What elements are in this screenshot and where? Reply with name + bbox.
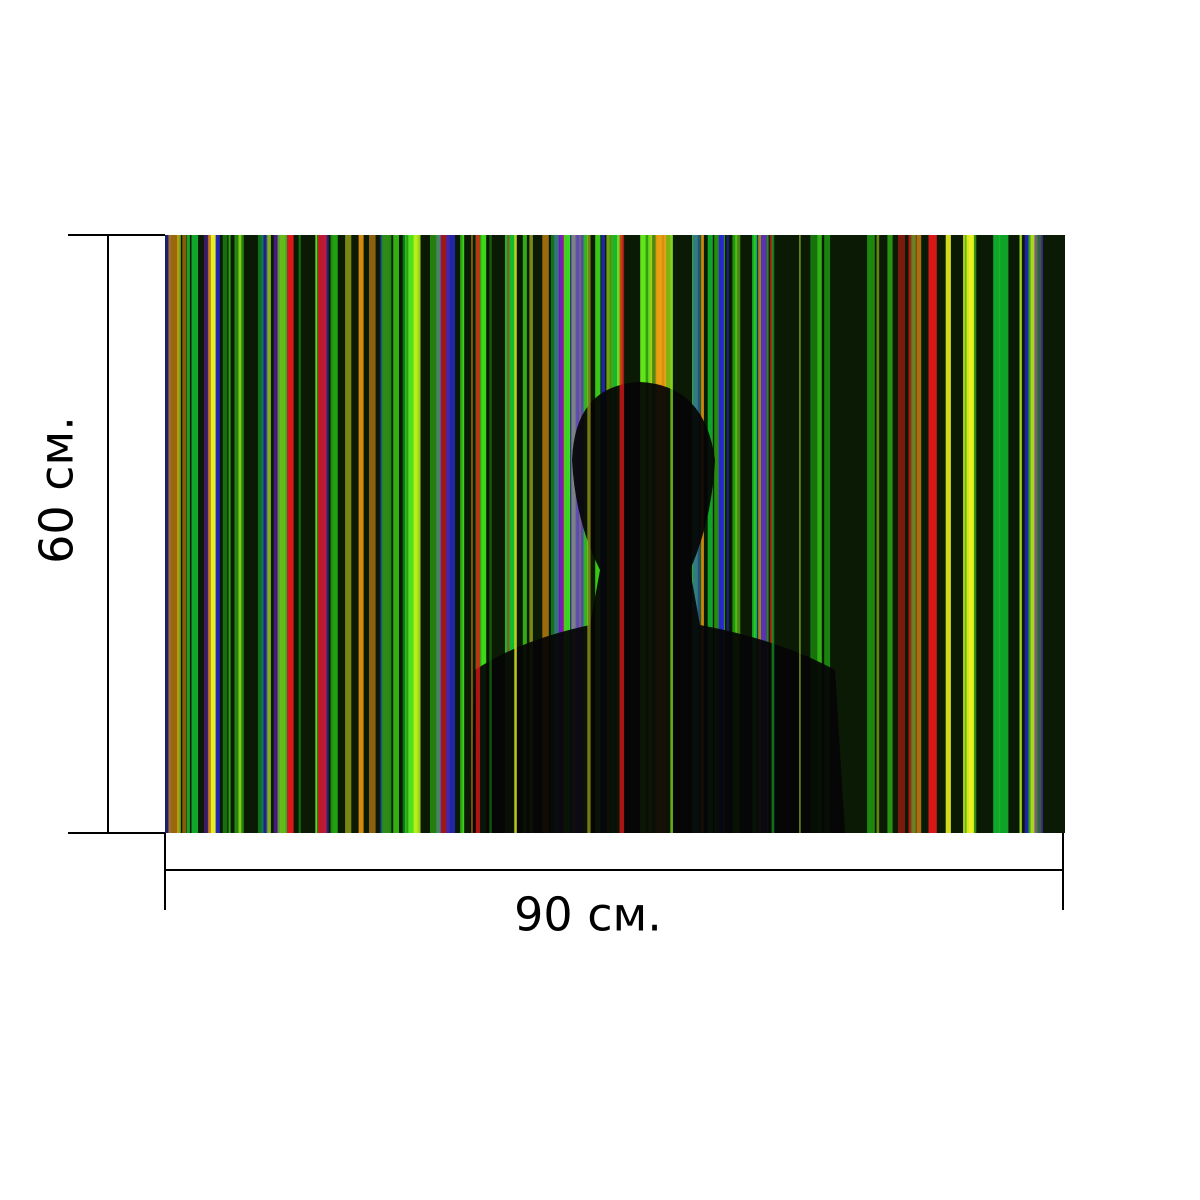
- foreground-stripes: [203, 235, 1042, 833]
- light-stripe: [210, 235, 216, 833]
- light-stripe: [266, 235, 271, 833]
- light-stripe: [298, 235, 301, 833]
- light-stripe: [505, 235, 515, 833]
- light-stripe: [928, 235, 937, 833]
- light-stripe: [273, 235, 280, 833]
- light-stripe: [369, 235, 376, 833]
- light-stripe: [514, 235, 517, 833]
- light-stripe: [563, 235, 571, 833]
- light-stripe: [1030, 235, 1038, 833]
- light-stripe: [315, 235, 317, 833]
- photo: [165, 235, 1065, 833]
- light-stripe: [471, 235, 473, 833]
- light-stripe: [489, 235, 492, 833]
- light-stripe: [222, 235, 228, 833]
- light-stripe: [966, 235, 975, 833]
- light-stripe: [799, 235, 801, 833]
- light-stripe: [771, 235, 775, 833]
- light-stripe: [345, 235, 352, 833]
- light-stripe: [381, 235, 392, 833]
- light-stripe: [522, 235, 527, 833]
- light-stripe: [824, 235, 831, 833]
- light-stripe: [316, 235, 319, 833]
- light-stripe: [446, 235, 456, 833]
- light-stripe: [587, 235, 591, 833]
- light-stripe: [279, 235, 288, 833]
- light-stripe: [402, 235, 407, 833]
- width-label: 90 см.: [514, 888, 662, 942]
- light-stripe: [257, 235, 264, 833]
- light-stripe: [182, 235, 187, 833]
- light-stripe: [187, 235, 190, 833]
- height-label: 60 см.: [30, 416, 84, 564]
- silhouette: [470, 382, 845, 833]
- light-stripe: [168, 235, 179, 833]
- light-stripe: [876, 235, 880, 833]
- light-stripe: [999, 235, 1009, 833]
- light-stripe: [1020, 235, 1022, 833]
- light-stripe: [1024, 235, 1030, 833]
- light-stripe: [238, 235, 242, 833]
- light-stripe: [732, 235, 738, 833]
- light-stripe: [769, 235, 773, 833]
- light-stripe: [945, 235, 951, 833]
- light-stripe: [413, 235, 421, 833]
- light-stripe: [581, 235, 585, 833]
- light-stripe: [228, 235, 231, 833]
- light-stripe: [718, 235, 725, 833]
- light-stripe: [810, 235, 818, 833]
- light-stripe: [358, 235, 364, 833]
- light-stripe: [430, 235, 441, 833]
- light-stripe: [619, 235, 625, 833]
- light-stripe: [726, 235, 729, 833]
- light-stripe: [735, 235, 741, 833]
- height-dimension: 60 см.: [30, 234, 165, 834]
- light-stripe: [318, 235, 327, 833]
- light-stripe: [475, 235, 481, 833]
- light-stripe: [910, 235, 917, 833]
- light-stripe: [707, 235, 713, 833]
- light-stripe: [216, 235, 220, 833]
- light-stripe: [460, 235, 464, 833]
- light-stripe: [887, 235, 893, 833]
- light-stripe: [1036, 235, 1042, 833]
- light-stripe: [758, 235, 761, 833]
- light-stripe: [285, 235, 287, 833]
- light-stripe: [561, 235, 564, 833]
- light-stripe: [569, 235, 580, 833]
- light-stripe: [817, 235, 822, 833]
- light-stripe: [754, 235, 756, 833]
- light-stripe: [177, 235, 181, 833]
- light-stripe: [191, 235, 199, 833]
- light-stripe: [165, 235, 171, 833]
- light-stripe: [507, 235, 510, 833]
- light-stripe: [393, 235, 399, 833]
- light-stripe: [529, 235, 533, 833]
- light-stripe: [898, 235, 905, 833]
- light-stripe: [760, 235, 767, 833]
- light-stripe: [439, 235, 450, 833]
- light-stripe: [285, 235, 294, 833]
- light-stripe: [261, 235, 268, 833]
- width-dimension: 90 см.: [164, 833, 1064, 942]
- light-stripe: [867, 235, 875, 833]
- light-stripe: [405, 235, 416, 833]
- light-stripe: [916, 235, 922, 833]
- light-stripe: [670, 235, 673, 833]
- light-stripe: [542, 235, 549, 833]
- light-stripe: [550, 235, 559, 833]
- light-stripe: [207, 235, 214, 833]
- light-stripe: [481, 235, 487, 833]
- light-stripe: [756, 235, 759, 833]
- light-stripe: [203, 235, 209, 833]
- light-stripe: [330, 235, 338, 833]
- light-stripe: [714, 235, 720, 833]
- light-stripe: [993, 235, 1001, 833]
